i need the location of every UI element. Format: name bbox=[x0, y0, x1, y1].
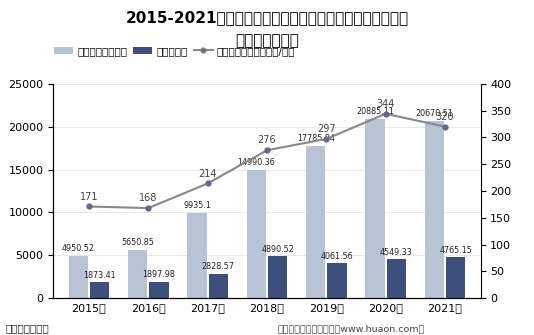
人均施工面积（平方米/人） bbox=[205, 182, 211, 186]
Bar bbox=[68, 256, 88, 298]
Text: 14990.36: 14990.36 bbox=[238, 158, 275, 167]
人均施工面积（平方米/人） bbox=[442, 125, 448, 129]
人均施工面积（平方米/人） bbox=[382, 112, 389, 116]
Text: 4890.52: 4890.52 bbox=[261, 245, 294, 254]
Bar bbox=[90, 282, 109, 298]
Text: 297: 297 bbox=[317, 124, 336, 134]
Text: 5650.85: 5650.85 bbox=[121, 238, 154, 247]
Bar bbox=[327, 263, 347, 298]
Bar bbox=[128, 250, 147, 298]
Text: 4765.15: 4765.15 bbox=[439, 246, 472, 255]
Bar bbox=[187, 213, 207, 298]
Text: 单位：万平方米: 单位：万平方米 bbox=[5, 323, 49, 333]
人均施工面积（平方米/人） bbox=[264, 148, 270, 152]
Bar bbox=[209, 274, 228, 298]
Bar bbox=[306, 146, 325, 298]
Text: 320: 320 bbox=[436, 112, 454, 122]
Text: 344: 344 bbox=[376, 99, 395, 109]
Bar bbox=[247, 170, 266, 298]
Text: 17785.84: 17785.84 bbox=[297, 134, 335, 143]
Text: 168: 168 bbox=[139, 193, 158, 203]
Bar bbox=[446, 257, 466, 298]
Text: 2015-2021年河南国有及国有控股建筑业房屋施工、新开工: 2015-2021年河南国有及国有控股建筑业房屋施工、新开工 bbox=[125, 10, 409, 25]
Bar bbox=[425, 121, 444, 298]
人均施工面积（平方米/人） bbox=[145, 206, 152, 210]
Text: 制图：华经产业研究院（www.huaon.com）: 制图：华经产业研究院（www.huaon.com） bbox=[278, 324, 425, 333]
Text: 20885.11: 20885.11 bbox=[356, 108, 394, 117]
Text: 1873.41: 1873.41 bbox=[83, 270, 116, 279]
Text: 4950.52: 4950.52 bbox=[62, 244, 95, 253]
Text: 4549.33: 4549.33 bbox=[380, 248, 413, 257]
Text: 171: 171 bbox=[80, 192, 98, 202]
Bar bbox=[387, 259, 406, 298]
人均施工面积（平方米/人） bbox=[323, 137, 329, 141]
人均施工面积（平方米/人） bbox=[86, 204, 92, 208]
Bar bbox=[365, 119, 385, 298]
Text: 9935.1: 9935.1 bbox=[183, 201, 211, 210]
Bar bbox=[268, 256, 287, 298]
Text: 4061.56: 4061.56 bbox=[321, 252, 354, 261]
Text: 276: 276 bbox=[258, 135, 276, 145]
Text: 2828.57: 2828.57 bbox=[202, 262, 235, 271]
Text: 20670.51: 20670.51 bbox=[415, 109, 453, 118]
Bar bbox=[149, 282, 169, 298]
Line: 人均施工面积（平方米/人）: 人均施工面积（平方米/人） bbox=[87, 111, 447, 210]
Legend: 房屋建筑施工面积, 新开工面积, 人均施工面积（平方米/人）: 房屋建筑施工面积, 新开工面积, 人均施工面积（平方米/人） bbox=[50, 42, 300, 60]
Text: 及人均施工面积: 及人均施工面积 bbox=[235, 34, 299, 49]
Text: 214: 214 bbox=[199, 169, 217, 179]
Text: 1897.98: 1897.98 bbox=[143, 270, 176, 279]
